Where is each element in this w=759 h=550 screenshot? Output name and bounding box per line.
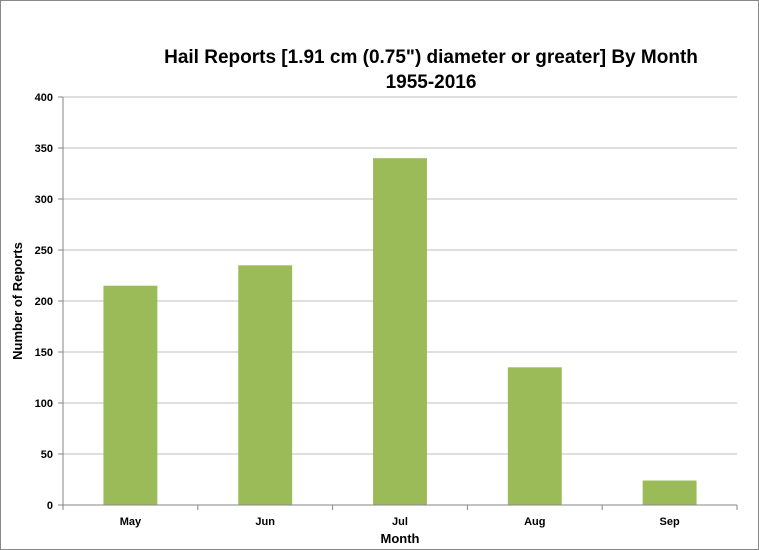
x-tick-label: Sep [660, 516, 680, 528]
chart-title: Hail Reports [1.91 cm (0.75") diameter o… [164, 47, 698, 68]
y-tick-label: 400 [35, 92, 53, 104]
bar-jul [373, 158, 427, 505]
bar-jun [238, 265, 293, 505]
chart-subtitle: 1955-2016 [385, 72, 477, 93]
y-tick-label: 0 [47, 500, 53, 512]
bars [103, 158, 697, 505]
x-tick-labels: May Jun Jul Aug Sep [62, 505, 738, 528]
y-tick-label: 50 [41, 449, 53, 461]
x-tick-label: May [120, 516, 142, 528]
y-tick-label: 350 [35, 143, 53, 155]
bar-may [103, 285, 158, 505]
x-axis-title: Month [381, 531, 420, 546]
bar-aug [507, 367, 562, 505]
y-tick-labels: 0 50 100 150 200 250 300 350 400 [35, 92, 53, 512]
y-tick-label: 250 [35, 245, 53, 257]
chart-title-block: Hail Reports [1.91 cm (0.75") diameter o… [61, 45, 759, 95]
y-tick-label: 100 [35, 398, 53, 410]
y-tick-label: 300 [35, 194, 53, 206]
x-tick-label: Jul [392, 516, 408, 528]
bar-sep [642, 480, 697, 505]
y-axis-title: Number of Reports [10, 242, 25, 360]
y-tick-label: 150 [35, 347, 53, 359]
x-tick-label: Jun [255, 516, 275, 528]
y-tick-label: 200 [35, 296, 53, 308]
x-tick-label: Aug [524, 516, 545, 528]
